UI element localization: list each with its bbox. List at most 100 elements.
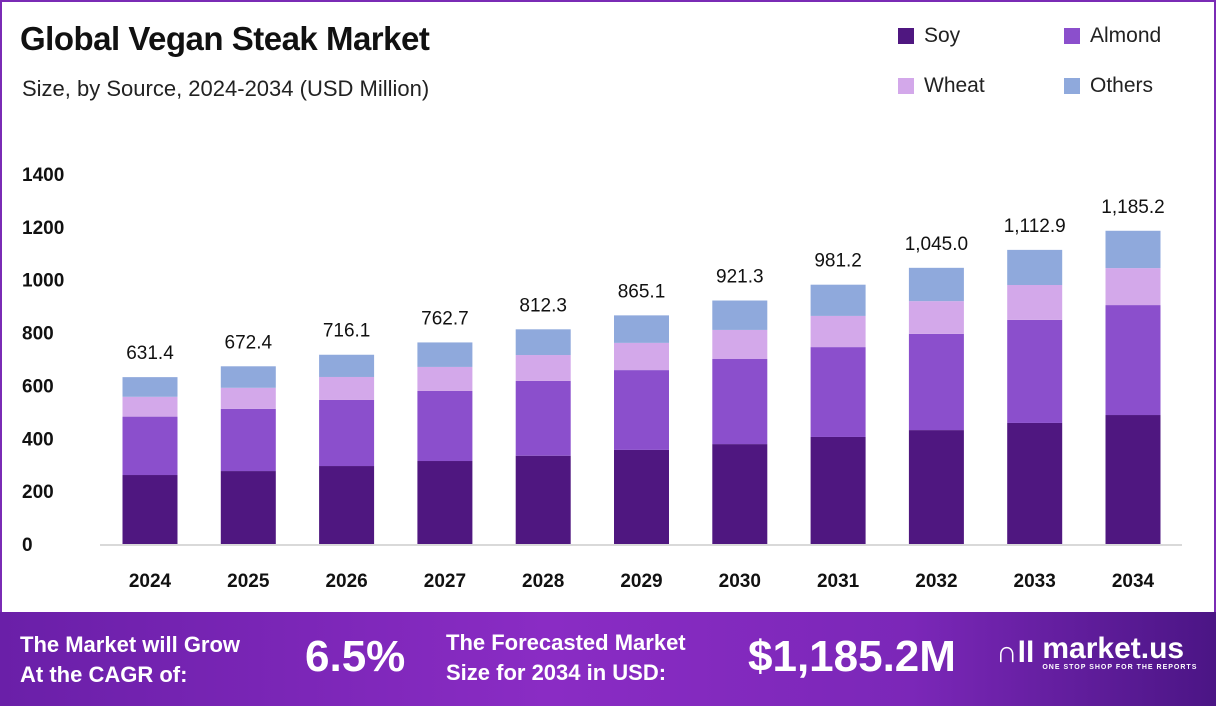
bar-wheat-2028 <box>515 355 571 381</box>
bar-others-2030 <box>712 300 768 330</box>
bar-others-2033 <box>1007 249 1063 285</box>
legend-item-others: Others <box>1064 74 1153 98</box>
y-tick-label: 400 <box>22 429 54 450</box>
forecast-label-line: Size for 2034 in USD: <box>446 660 667 685</box>
bar-almond-2025 <box>220 408 276 472</box>
brand-logo: ∩ll market.us ONE STOP SHOP FOR THE REPO… <box>996 632 1198 672</box>
bar-others-2034 <box>1105 230 1161 269</box>
x-tick-label: 2028 <box>522 571 564 592</box>
x-tick-label: 2029 <box>620 571 662 592</box>
bar-soy-2026 <box>319 466 375 544</box>
legend-item-soy: Soy <box>898 24 960 48</box>
bar-almond-2029 <box>614 370 669 450</box>
total-label: 1,112.9 <box>1004 216 1066 237</box>
bar-others-2026 <box>319 354 375 377</box>
forecast-label-line: The Forecasted Market <box>446 630 686 655</box>
brand-name: market.us <box>1042 632 1185 665</box>
legend-label: Wheat <box>924 74 985 97</box>
bar-soy-2025 <box>220 471 276 544</box>
bar-almond-2033 <box>1007 319 1063 423</box>
bar-others-2024 <box>122 377 178 397</box>
brand-mark-icon: ∩ll <box>996 635 1035 669</box>
legend: Soy Almond Wheat Others <box>898 24 1198 104</box>
bar-almond-2026 <box>319 399 375 467</box>
y-tick-label: 1400 <box>22 165 64 186</box>
bar-soy-2027 <box>417 461 473 544</box>
total-label: 1,045.0 <box>905 234 968 255</box>
y-tick-label: 800 <box>22 324 54 345</box>
x-tick-label: 2027 <box>424 571 466 592</box>
total-label: 762.7 <box>421 308 469 329</box>
total-label: 631.4 <box>126 343 174 364</box>
x-tick-label: 2024 <box>129 571 172 592</box>
forecast-label: The Forecasted Market Size for 2034 in US… <box>446 628 686 688</box>
bar-others-2027 <box>417 342 473 367</box>
bar-soy-2030 <box>712 444 768 544</box>
bar-almond-2034 <box>1105 305 1161 416</box>
x-tick-label: 2030 <box>719 571 761 592</box>
x-tick-label: 2032 <box>915 571 957 592</box>
bar-wheat-2030 <box>712 329 768 359</box>
y-tick-label: 1200 <box>22 218 64 239</box>
legend-item-almond: Almond <box>1064 24 1161 48</box>
total-label: 865.1 <box>618 281 666 302</box>
bar-soy-2024 <box>122 475 178 544</box>
bar-others-2031 <box>810 284 866 316</box>
total-label: 981.2 <box>814 251 862 272</box>
bar-almond-2024 <box>122 416 178 476</box>
y-tick-label: 600 <box>22 376 54 397</box>
legend-swatch <box>1064 78 1080 94</box>
bar-soy-2034 <box>1105 415 1161 544</box>
legend-item-wheat: Wheat <box>898 74 985 98</box>
bar-almond-2027 <box>417 390 473 462</box>
brand-tagline: ONE STOP SHOP FOR THE REPORTS <box>1042 664 1198 671</box>
chart-subtitle: Size, by Source, 2024-2034 (USD Million) <box>22 76 430 101</box>
bar-wheat-2034 <box>1105 268 1161 306</box>
total-label: 716.1 <box>323 321 371 342</box>
bar-soy-2028 <box>515 455 571 544</box>
cagr-label: The Market will Grow At the CAGR of: <box>20 630 240 690</box>
bar-wheat-2024 <box>122 396 178 417</box>
total-label: 672.4 <box>225 332 273 353</box>
bar-soy-2031 <box>810 436 866 544</box>
bar-almond-2028 <box>515 380 571 456</box>
y-tick-label: 0 <box>22 535 33 556</box>
x-tick-label: 2026 <box>325 571 367 592</box>
bar-wheat-2033 <box>1007 285 1063 320</box>
chart-title: Global Vegan Steak Market <box>20 20 430 57</box>
legend-label: Soy <box>924 24 961 47</box>
forecast-value: $1,185.2M <box>748 632 956 681</box>
footer-banner: The Market will Grow At the CAGR of: 6.5%… <box>0 612 1216 706</box>
total-label: 921.3 <box>716 267 764 288</box>
x-tick-label: 2025 <box>227 571 270 592</box>
legend-swatch <box>898 28 914 44</box>
bar-wheat-2025 <box>220 387 276 409</box>
bar-others-2025 <box>220 366 276 388</box>
cagr-label-line: The Market will Grow <box>20 632 241 657</box>
bar-others-2032 <box>908 267 964 302</box>
y-tick-label: 1000 <box>22 271 64 292</box>
plot-area: 0 200 400 600 800 1000 1200 1400 631.4 2024 672.4 2… <box>22 165 1182 592</box>
legend-swatch <box>1064 28 1080 44</box>
cagr-label-line: At the CAGR of: <box>20 662 188 687</box>
legend-label: Almond <box>1090 24 1162 47</box>
bar-soy-2033 <box>1007 422 1063 544</box>
bar-almond-2032 <box>908 333 964 431</box>
bar-others-2029 <box>614 315 669 343</box>
cagr-value: 6.5% <box>305 632 406 681</box>
bar-wheat-2032 <box>908 301 964 334</box>
bar-soy-2032 <box>908 430 964 544</box>
bar-almond-2030 <box>712 359 768 445</box>
x-tick-label: 2031 <box>817 571 860 592</box>
total-label: 1,185.2 <box>1101 197 1164 218</box>
x-tick-label: 2033 <box>1014 571 1056 592</box>
legend-label: Others <box>1090 74 1154 97</box>
legend-swatch <box>898 78 914 94</box>
bar-wheat-2026 <box>319 376 375 400</box>
total-label: 812.3 <box>519 295 567 316</box>
bar-wheat-2031 <box>810 315 866 348</box>
bar-soy-2029 <box>614 449 669 544</box>
bar-wheat-2027 <box>417 366 473 391</box>
bar-others-2028 <box>515 329 571 356</box>
